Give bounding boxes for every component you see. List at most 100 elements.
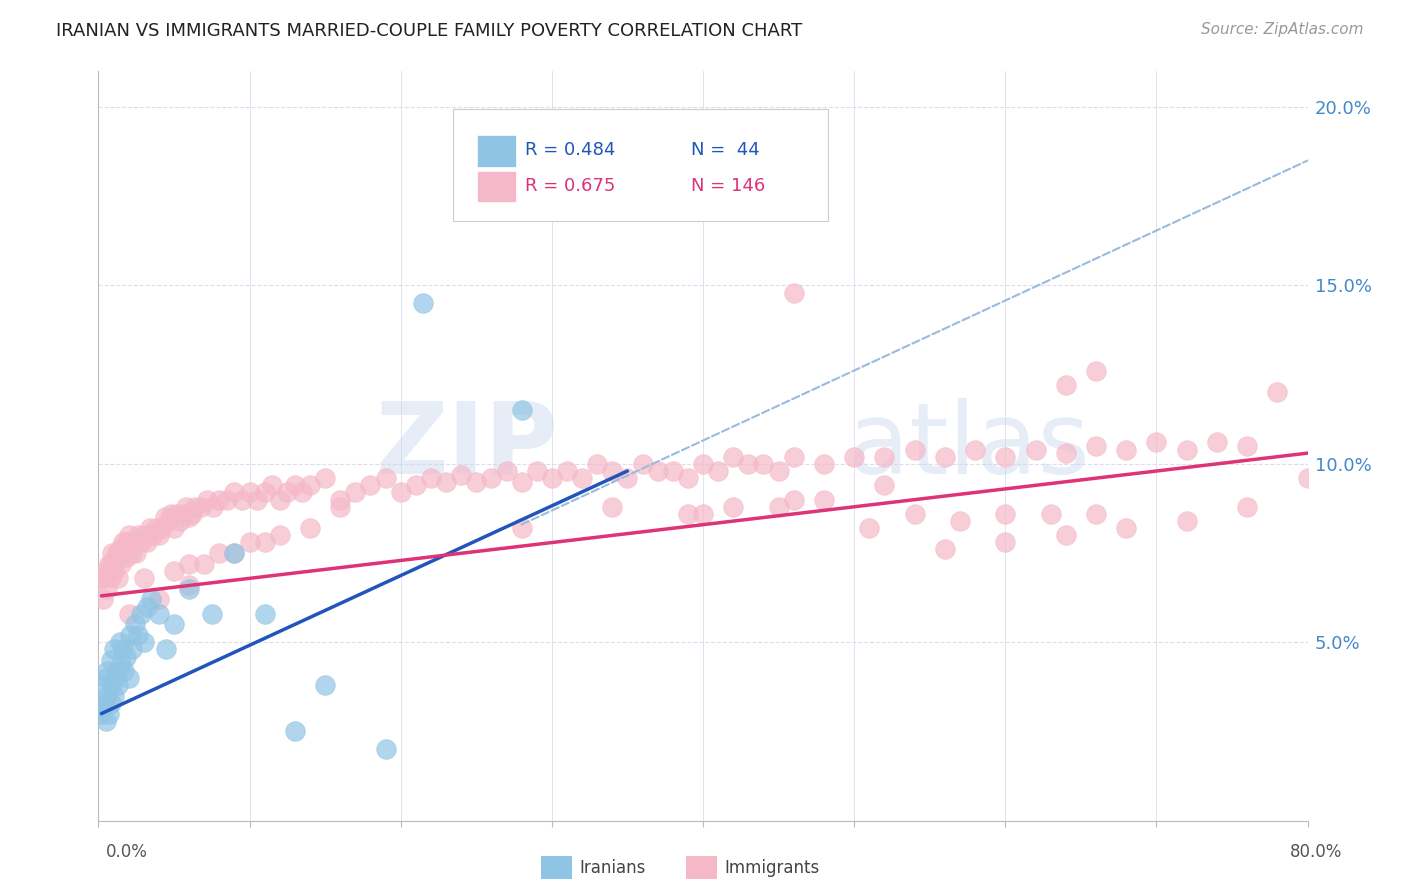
Point	[1144, 435, 1167, 450]
Point	[94, 564, 117, 578]
Point	[1085, 364, 1108, 378]
FancyBboxPatch shape	[453, 109, 828, 221]
Point	[1115, 521, 1137, 535]
Point	[647, 464, 669, 478]
Point	[284, 478, 307, 492]
Point	[108, 542, 131, 557]
Point	[813, 457, 835, 471]
Point	[1236, 500, 1258, 514]
Point	[118, 528, 141, 542]
Point	[224, 546, 246, 560]
Point	[495, 464, 517, 478]
Point	[129, 535, 152, 549]
Point	[1236, 439, 1258, 453]
Point	[299, 521, 322, 535]
Point	[163, 617, 186, 632]
Point	[571, 471, 593, 485]
Point	[616, 471, 638, 485]
Point	[148, 607, 170, 621]
Point	[100, 557, 122, 571]
Point	[239, 485, 262, 500]
Point	[94, 714, 117, 728]
Point	[111, 535, 134, 549]
Point	[184, 500, 207, 514]
Point	[246, 492, 269, 507]
Point	[94, 671, 117, 685]
Point	[215, 492, 238, 507]
Text: R = 0.675: R = 0.675	[526, 177, 616, 195]
Point	[179, 582, 201, 596]
Text: N = 146: N = 146	[690, 177, 765, 195]
Point	[139, 521, 162, 535]
Point	[114, 649, 136, 664]
Point	[783, 450, 806, 464]
Point	[344, 485, 367, 500]
Point	[676, 471, 699, 485]
Point	[190, 500, 212, 514]
Point	[148, 528, 170, 542]
Point	[90, 706, 112, 721]
Point	[1175, 514, 1198, 528]
Point	[602, 500, 624, 514]
Point	[120, 628, 142, 642]
Point	[179, 510, 201, 524]
Point	[195, 492, 218, 507]
Point	[389, 485, 412, 500]
Point	[450, 467, 472, 482]
Point	[100, 696, 122, 710]
Point	[93, 696, 115, 710]
Point	[104, 557, 127, 571]
Point	[510, 403, 533, 417]
Point	[103, 564, 125, 578]
Point	[723, 450, 745, 464]
Point	[1115, 442, 1137, 457]
Point	[1054, 528, 1077, 542]
Point	[172, 507, 194, 521]
Point	[93, 678, 115, 692]
Text: Iranians: Iranians	[579, 859, 645, 877]
Point	[156, 514, 179, 528]
Point	[239, 535, 262, 549]
Point	[405, 478, 427, 492]
Point	[98, 706, 121, 721]
Text: 80.0%: 80.0%	[1291, 843, 1343, 861]
Point	[692, 507, 714, 521]
Point	[374, 742, 396, 756]
Point	[96, 664, 118, 678]
Point	[707, 464, 730, 478]
Text: ZIP: ZIP	[375, 398, 558, 494]
Point	[93, 571, 115, 585]
Point	[208, 546, 231, 560]
Point	[132, 635, 155, 649]
Point	[101, 546, 124, 560]
Point	[555, 464, 578, 478]
Point	[105, 546, 128, 560]
Point	[153, 510, 176, 524]
Point	[120, 535, 142, 549]
FancyBboxPatch shape	[477, 171, 516, 202]
Point	[101, 678, 124, 692]
Point	[127, 528, 149, 542]
Point	[1024, 442, 1046, 457]
Point	[253, 485, 276, 500]
Point	[269, 528, 291, 542]
Point	[115, 549, 138, 564]
Point	[166, 507, 188, 521]
Point	[91, 699, 114, 714]
Point	[100, 653, 122, 667]
Point	[96, 582, 118, 596]
Point	[904, 507, 927, 521]
Point	[844, 450, 866, 464]
Point	[121, 546, 143, 560]
Point	[276, 485, 298, 500]
Point	[412, 296, 434, 310]
Point	[752, 457, 775, 471]
Point	[904, 442, 927, 457]
Point	[201, 607, 224, 621]
Text: R = 0.484: R = 0.484	[526, 141, 616, 159]
Point	[253, 607, 276, 621]
Point	[179, 557, 201, 571]
Point	[110, 557, 132, 571]
Point	[661, 153, 683, 168]
Point	[783, 285, 806, 300]
